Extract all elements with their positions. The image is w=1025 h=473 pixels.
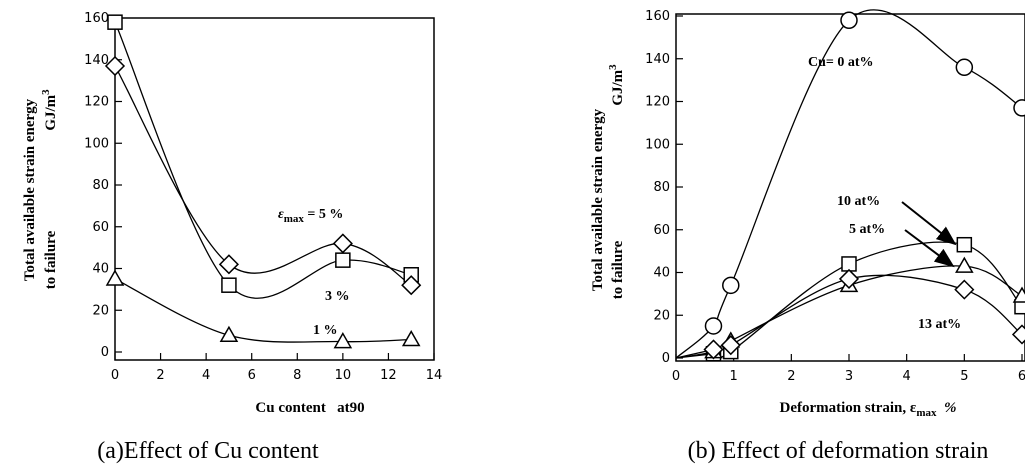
y-axis-ticks-a: 0 20 40 60 80 100 120 140 160 — [84, 11, 122, 360]
data-point-circle — [840, 11, 858, 30]
data-point-diamond — [218, 254, 239, 275]
y-tick-label: 60 — [653, 223, 670, 238]
x-tick-label: 2 — [787, 369, 795, 384]
x-tick-label: 2 — [156, 368, 164, 383]
y-tick-label: 20 — [92, 303, 109, 318]
y-tick-label: 40 — [653, 266, 670, 281]
x-tick-label: 6 — [1018, 369, 1025, 384]
chart-panel-b: 0 20 40 60 80 100 120 140 160 0 1 2 3 4 5 6 Total avai… — [590, 9, 1025, 464]
series-line — [114, 21, 412, 299]
y-axis-ticks-b: 0 20 40 60 80 100 120 140 160 — [645, 9, 683, 366]
x-axis-ticks-a: 0 2 4 6 8 10 12 14 — [111, 353, 442, 383]
series-markers-b — [703, 11, 1025, 362]
data-point-diamond — [401, 275, 422, 296]
y-tick-label: 0 — [101, 345, 109, 360]
data-point-diamond — [720, 335, 741, 356]
y-tick-label: 100 — [84, 136, 109, 151]
data-point-triangle — [955, 256, 974, 273]
arrow-10at — [901, 201, 957, 246]
caption-b: (b) Effect of deformation strain — [688, 438, 989, 464]
y-tick-label: 140 — [645, 52, 670, 67]
x-tick-label: 4 — [202, 368, 210, 383]
data-point-diamond — [104, 55, 126, 77]
y-axis-title-b-line2: to failure — [610, 240, 626, 299]
data-point-square — [221, 277, 237, 293]
data-point-diamond — [703, 339, 724, 360]
x-tick-label: 14 — [426, 368, 443, 383]
y-tick-label: 40 — [92, 262, 109, 277]
y-tick-label: 100 — [645, 137, 670, 152]
y-axis-title-b-line1: Total available strain energy — [590, 108, 606, 291]
data-point-triangle — [1012, 286, 1025, 303]
series-label-1pct: 1 % — [313, 323, 338, 338]
y-tick-label: 160 — [84, 11, 109, 26]
y-tick-label: 80 — [653, 180, 670, 195]
series-curves-a — [114, 21, 412, 343]
series-label-13at: 13 at% — [918, 317, 961, 332]
series-line — [114, 278, 412, 343]
plot-frame-a — [114, 17, 435, 361]
data-point-diamond — [838, 268, 860, 289]
caption-a: (a)Effect of Cu content — [97, 438, 319, 464]
y-tick-label: 0 — [662, 351, 670, 366]
data-point-diamond — [332, 233, 353, 254]
x-axis-title-a: Cu content at90 — [255, 400, 364, 416]
data-point-square — [956, 236, 973, 253]
data-point-triangle — [401, 329, 421, 347]
data-point-circle — [704, 317, 723, 335]
y-axis-title-a-line1: Total available strain energy — [22, 98, 38, 281]
y-tick-label: 120 — [84, 95, 109, 110]
series-label-cu0: Cu= 0 at% — [808, 55, 874, 70]
x-tick-label: 3 — [845, 369, 853, 384]
y-tick-label: 160 — [645, 9, 670, 24]
x-axis-title-b: Deformation strain, εmax % — [780, 400, 957, 419]
y-tick-label: 60 — [92, 220, 109, 235]
data-point-diamond — [1011, 324, 1025, 345]
y-axis-unit-b: GJ/m3 — [607, 64, 626, 106]
series-label-5at: 5 at% — [849, 222, 885, 237]
data-point-diamond — [954, 279, 975, 300]
chart-panel-a: 0 20 40 60 80 100 120 140 160 0 2 4 6 8 10 12 14 Total … — [22, 11, 442, 464]
data-point-circle — [955, 58, 974, 77]
y-axis-unit-a: GJ/m3 — [40, 89, 59, 131]
series-line — [114, 65, 412, 286]
data-point-square — [841, 256, 857, 272]
x-tick-label: 0 — [111, 368, 119, 383]
x-tick-label: 1 — [730, 369, 738, 384]
data-point-triangle — [219, 325, 239, 343]
data-point-circle — [1013, 99, 1025, 117]
series-label-10at: 10 at% — [837, 194, 880, 209]
data-point-square — [335, 252, 351, 268]
y-axis-title-a-line2: to failure — [43, 230, 59, 289]
x-tick-label: 4 — [903, 369, 911, 384]
x-tick-label: 5 — [960, 369, 968, 384]
y-tick-label: 120 — [645, 95, 670, 110]
y-tick-label: 80 — [92, 178, 109, 193]
data-point-triangle — [105, 269, 125, 286]
series-label-5pct: εmax = 5 % — [278, 207, 343, 225]
x-tick-label: 6 — [248, 368, 256, 383]
x-tick-label: 8 — [293, 368, 301, 383]
x-tick-label: 0 — [672, 369, 680, 384]
data-point-circle — [722, 276, 740, 295]
y-tick-label: 20 — [653, 308, 670, 323]
data-point-triangle — [333, 332, 353, 349]
x-axis-ticks-b: 0 1 2 3 4 5 6 — [672, 354, 1025, 384]
y-tick-label: 140 — [84, 53, 109, 68]
series-label-3pct: 3 % — [325, 289, 350, 304]
data-point-square — [107, 14, 123, 30]
x-tick-label: 12 — [380, 368, 397, 383]
arrow-5at — [904, 229, 955, 268]
x-tick-label: 10 — [335, 368, 352, 383]
series-markers-a — [104, 14, 422, 349]
